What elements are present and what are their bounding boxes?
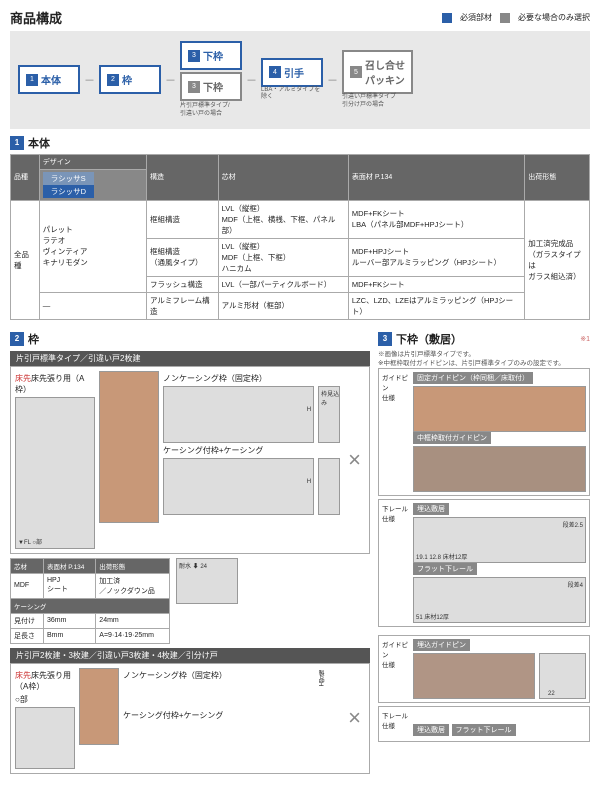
guide-pin-photo [413,386,586,432]
sec1-title: 本体 [28,135,50,151]
frame-photo [99,371,159,523]
nc-diagram: H [163,386,314,443]
page-title: 商品構成 [10,8,62,27]
embed-sill: 段差2.519.1 12.8 床材12厚 [413,517,586,563]
frame-photo-b [79,668,119,745]
frame-b [15,707,75,769]
flow-step-4: 4引手 [261,58,323,87]
flow-step-3b: 3下枠 [180,72,242,101]
sec2-material-table: 芯材表面材 P.134出荷形態 MDFHPJ シート加工済 ／ノックダウン品 ケ… [10,558,170,644]
embed-pin-photo [413,653,535,699]
sec3-title: 下枠（敷居） [396,331,462,347]
sec2-title: 枠 [28,331,39,347]
sec2-hd1: 片引戸標準タイプ／引違い戸2枚建 [10,351,370,366]
midframe-pin [413,446,586,492]
frame-diagram-a: ▼FL ○部 [15,397,95,549]
sec2-hd2: 片引戸2枚建・3枚建／引違い戸3枚建・4枚建／引分け戸 [10,648,370,663]
casing-profile: 耐水 ⬇ 24 [176,558,238,604]
sec1-table: 品種デザイン構造芯材表面材 P.134出荷形態 ラシッサS ラシッサD 全品種パ… [10,154,590,320]
flow-step-3a: 3下枠 [180,41,242,70]
flow-step-1: 1本体 [18,65,80,94]
flow-step-2: 2枠 [99,65,161,94]
flow-diagram: 1本体 － 2枠 － 3下枠 3下枠 片引戸標準タイプ/ 引違い戸の場合 － 4… [10,31,590,129]
kc-diagram: H [163,458,314,515]
flow-step-5: 5召し合せ パッキン [342,50,413,94]
legend: 必須部材 必要な場合のみ選択 [442,12,590,23]
